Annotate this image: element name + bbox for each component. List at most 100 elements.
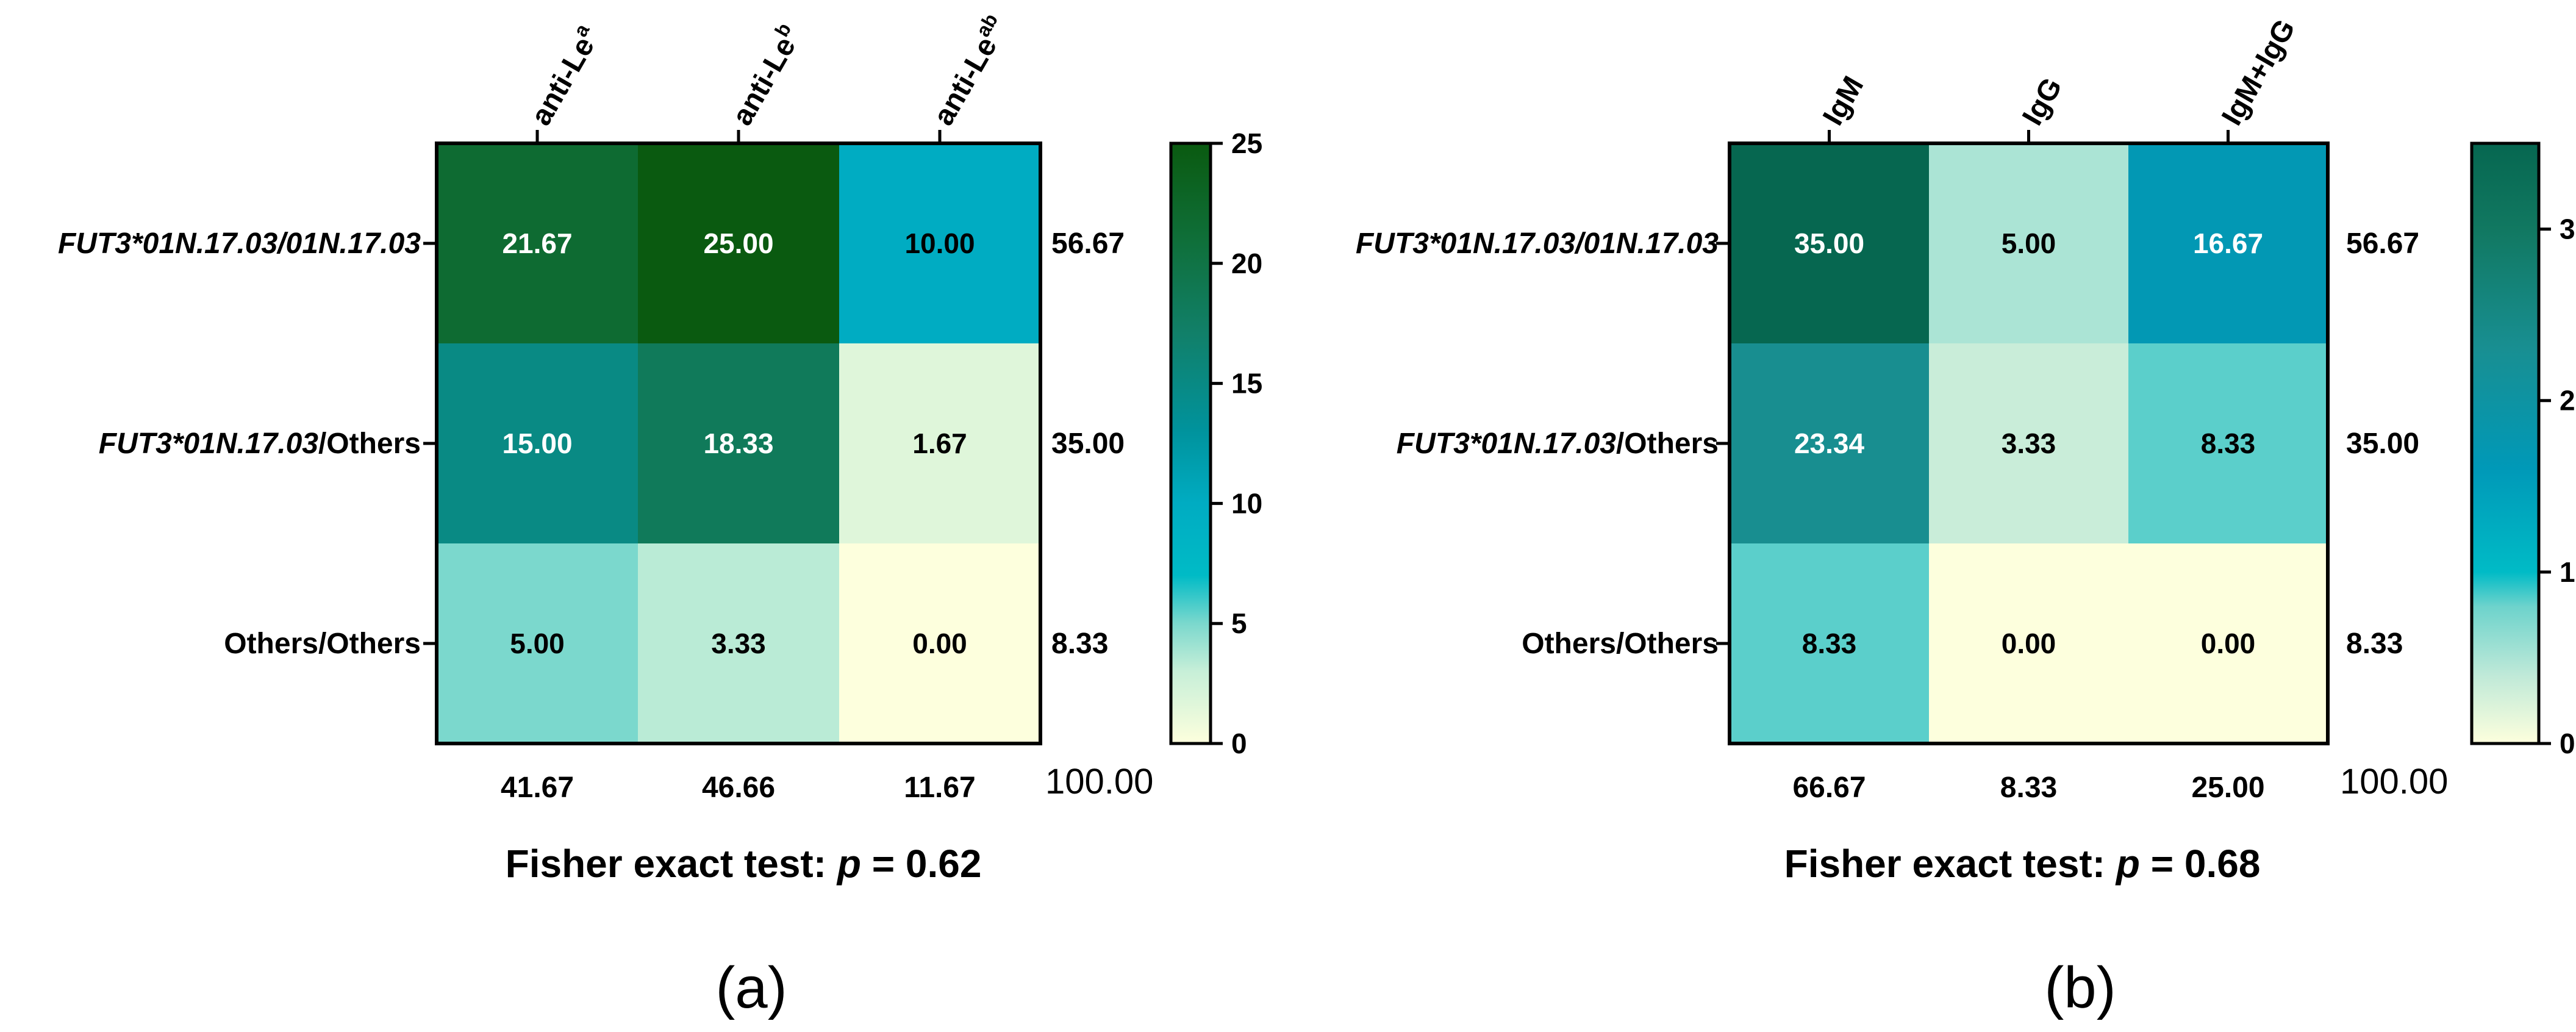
column-label-text: IgG	[2016, 73, 2069, 131]
row-label: Others/Others	[224, 628, 421, 660]
row-label: FUT3*01N.17.03/01N.17.03	[1356, 228, 1719, 260]
column-label-text: IgM	[1817, 71, 1870, 131]
colorbar-tick-label: 20	[2560, 385, 2576, 417]
column-total: 66.67	[1792, 772, 1866, 804]
heatmap-cell	[437, 143, 639, 344]
row-total: 56.67	[1051, 228, 1125, 260]
column-label: IgM	[1817, 71, 1870, 131]
cell-value-label: 10.00	[904, 228, 975, 259]
cell-value-label: 1.67	[912, 428, 967, 459]
row-label-italic: FUT3*01N.17.03/01N.17.03	[1356, 228, 1719, 260]
heatmap-cell	[839, 343, 1041, 544]
heatmap-cell	[1929, 543, 2129, 744]
p-symbol: p	[2115, 842, 2140, 886]
colorbar-tick-label: 10	[2560, 556, 2576, 588]
heatmap-cell	[1929, 143, 2129, 344]
column-label: anti-Lea	[521, 20, 607, 131]
cell-value-label: 0.00	[2002, 628, 2056, 659]
cell-value-label: 21.67	[502, 228, 572, 259]
column-label: anti-Leab	[924, 10, 1015, 131]
heatmap-cell	[2128, 543, 2328, 744]
row-label-plain: /Others	[1616, 428, 1719, 460]
p-value: = 0.62	[861, 842, 982, 886]
colorbar	[2470, 142, 2541, 745]
heatmap-cell	[2128, 343, 2328, 544]
heatmap-cell	[638, 543, 840, 744]
p-value: = 0.68	[2140, 842, 2261, 886]
heatmap-cell	[839, 143, 1041, 344]
column-total: 25.00	[2191, 772, 2264, 804]
row-total: 8.33	[2346, 628, 2403, 660]
row-label: FUT3*01N.17.03/Others	[99, 428, 421, 460]
row-total: 35.00	[2346, 428, 2419, 460]
grand-total: 100.00	[1045, 762, 1153, 801]
column-total: 46.66	[702, 772, 775, 804]
heatmap-panel-a: 21.67 25.00 10.00 15.00 18.33 1.67 5.00 3.33 0.0…	[58, 10, 1262, 1020]
column-label-text: anti-Le	[525, 32, 601, 131]
colorbar-tick-label: 20	[1231, 248, 1262, 279]
row-total: 8.33	[1051, 628, 1108, 660]
colorbar-tick-label: 0	[1231, 728, 1247, 759]
colorbar-tick-label: 30	[2560, 213, 2576, 245]
row-label-italic: FUT3*01N.17.03/01N.17.03	[58, 228, 421, 260]
cell-value-label: 25.00	[703, 228, 773, 259]
fisher-test-caption: Fisher exact test: p = 0.62	[506, 842, 982, 886]
heatmap-cell	[437, 343, 639, 544]
row-label-plain: Others/Others	[224, 628, 421, 660]
heatmap-cell	[1730, 543, 1930, 744]
row-label-plain: /Others	[318, 428, 421, 460]
row-label-plain: Others/Others	[1522, 628, 1719, 660]
cell-value-label: 23.34	[1794, 428, 1865, 459]
column-total: 8.33	[2000, 772, 2057, 804]
colorbar-tick-label: 10	[1231, 487, 1262, 519]
cell-value-label: 5.00	[2002, 228, 2056, 259]
heatmap-panel-b: 35.00 5.00 16.67 23.34 3.33 8.33 8.33 0.00 0.00 I…	[1356, 14, 2576, 1020]
cell-value-label: 8.33	[1802, 628, 1857, 659]
column-total: 41.67	[501, 772, 574, 804]
fisher-test-label: Fisher exact test:	[1784, 842, 2116, 886]
cell-value-label: 35.00	[1794, 228, 1864, 259]
heatmap-cell	[638, 343, 840, 544]
column-label-text: anti-Le	[928, 32, 1004, 131]
row-total: 35.00	[1051, 428, 1125, 460]
heatmap-cell	[839, 543, 1041, 744]
cell-value-label: 5.00	[510, 628, 565, 659]
column-label-text: anti-Le	[726, 32, 803, 131]
colorbar	[1169, 142, 1212, 745]
cell-value-label: 16.67	[2193, 228, 2263, 259]
colorbar-tick-label: 15	[1231, 368, 1262, 400]
row-label-italic: FUT3*01N.17.03	[99, 428, 318, 460]
colorbar-tick-label: 5	[1231, 607, 1247, 639]
heatmap-cell	[1730, 343, 1930, 544]
fisher-test-caption: Fisher exact test: p = 0.68	[1784, 842, 2261, 886]
cell-value-label: 0.00	[2201, 628, 2256, 659]
row-label-italic: FUT3*01N.17.03	[1397, 428, 1616, 460]
grand-total: 100.00	[2340, 762, 2448, 801]
column-label: IgG	[2016, 73, 2069, 131]
column-label: anti-Leb	[723, 19, 808, 131]
cell-value-label: 3.33	[2002, 428, 2056, 459]
fisher-test-label: Fisher exact test:	[506, 842, 837, 886]
row-total: 56.67	[2346, 228, 2419, 260]
column-label: IgM+IgG	[2216, 14, 2302, 131]
column-total: 11.67	[904, 772, 975, 804]
cell-value-label: 15.00	[502, 428, 572, 459]
cell-value-label: 0.00	[912, 628, 967, 659]
row-label: FUT3*01N.17.03/Others	[1397, 428, 1719, 460]
heatmap-cell	[1929, 343, 2129, 544]
heatmap-cell	[1730, 143, 1930, 344]
row-label: Others/Others	[1522, 628, 1719, 660]
cell-value-label: 8.33	[2201, 428, 2256, 459]
panel-label: (a)	[715, 955, 787, 1020]
heatmap-cell	[2128, 143, 2328, 344]
cell-value-label: 3.33	[711, 628, 766, 659]
p-symbol: p	[836, 842, 861, 886]
heatmap-cell	[638, 143, 840, 344]
row-label: FUT3*01N.17.03/01N.17.03	[58, 228, 421, 260]
colorbar-tick-label: 25	[1231, 127, 1262, 159]
colorbar-tick-label: 0	[2560, 728, 2575, 759]
column-label-text: IgM+IgG	[2216, 14, 2302, 131]
panel-label: (b)	[2044, 955, 2116, 1020]
heatmap-cell	[437, 543, 639, 744]
